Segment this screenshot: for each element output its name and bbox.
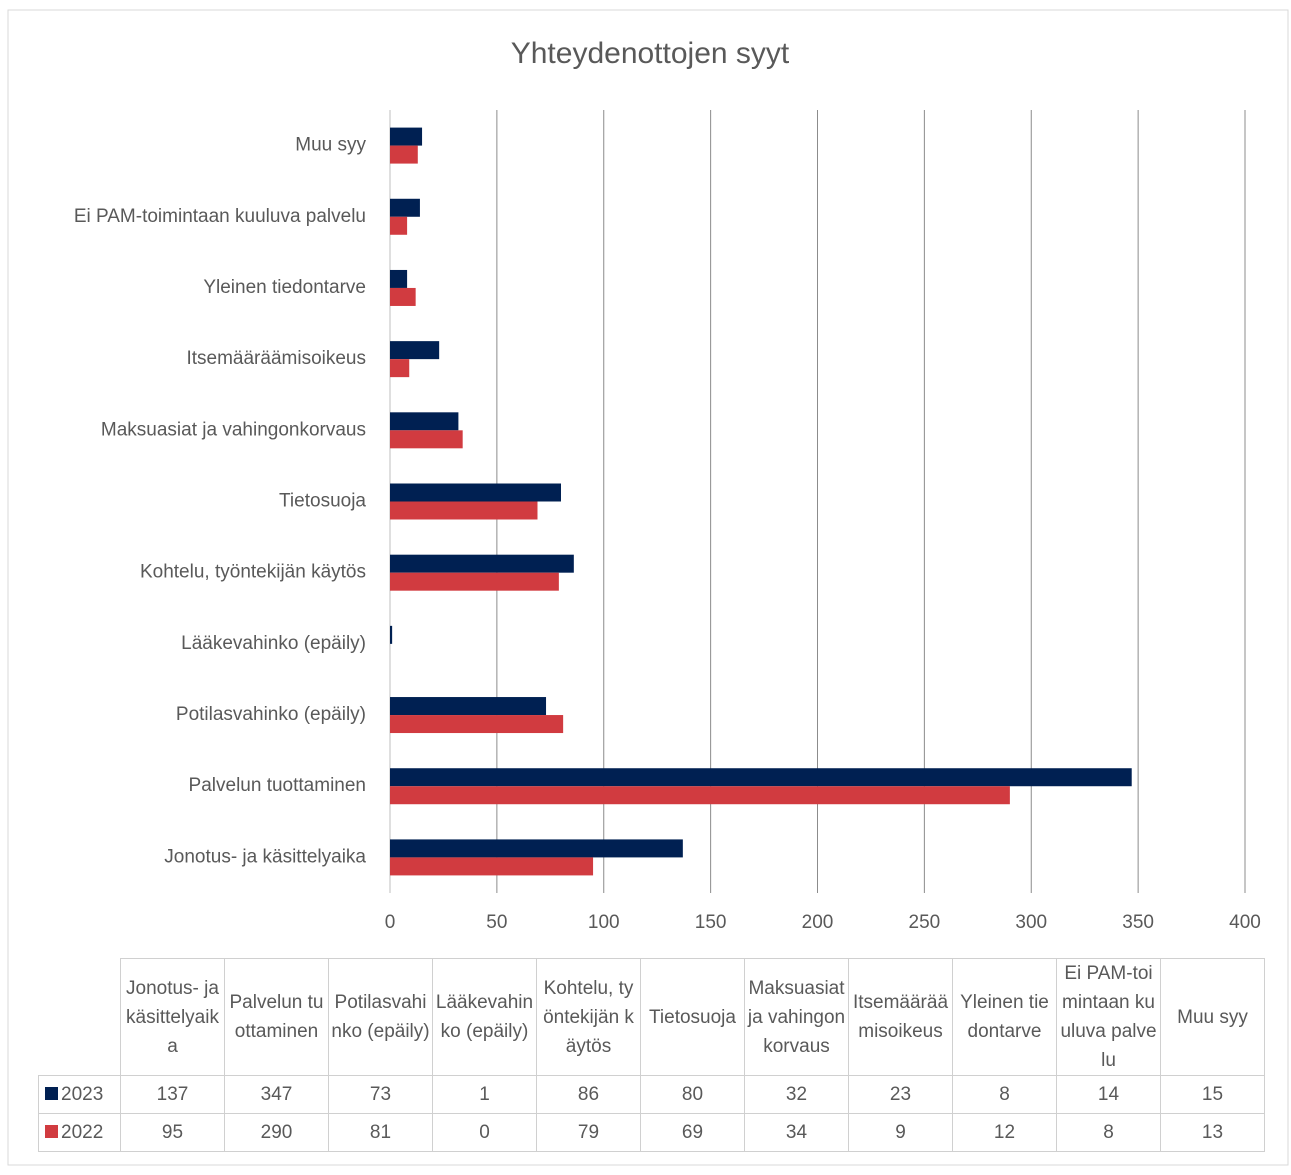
y-tick-label: Jonotus- ja käsittelyaika xyxy=(164,846,366,867)
x-tick-label: 50 xyxy=(486,912,507,933)
bar xyxy=(390,501,538,520)
table-value: 23 xyxy=(848,1075,953,1114)
bar xyxy=(390,269,408,288)
bar xyxy=(390,359,410,378)
y-tick-label: Palvelun tuottaminen xyxy=(189,775,366,796)
y-tick-label: Muu syy xyxy=(295,135,366,156)
legend-label: 2023 xyxy=(61,1084,104,1105)
table-value: 9 xyxy=(848,1113,953,1152)
y-tick-label: Maksuasiat ja vahingonkorvaus xyxy=(101,419,366,440)
table-value: 73 xyxy=(328,1075,433,1114)
table-value: 81 xyxy=(328,1113,433,1152)
table-value: 86 xyxy=(536,1075,641,1114)
y-tick-label: Kohtelu, työntekijän käytös xyxy=(140,562,366,583)
x-tick-label: 100 xyxy=(588,912,620,933)
table-value: 347 xyxy=(224,1075,329,1114)
table-header: Itsemääräämisoikeus xyxy=(848,958,953,1076)
x-tick-label: 250 xyxy=(909,912,941,933)
table-row: 2022 95 290 81 0 79 69 34 9 12 8 13 xyxy=(38,1113,1265,1152)
table-value: 95 xyxy=(120,1113,225,1152)
bar xyxy=(390,430,463,449)
legend-label: 2022 xyxy=(61,1122,104,1143)
table-value: 12 xyxy=(952,1113,1057,1152)
table-value: 8 xyxy=(1056,1113,1161,1152)
x-tick-label: 350 xyxy=(1122,912,1154,933)
y-tick-label: Yleinen tiedontarve xyxy=(203,277,366,298)
table-value: 80 xyxy=(640,1075,745,1114)
table-value: 0 xyxy=(432,1113,537,1152)
bar xyxy=(390,554,574,573)
x-tick-label: 150 xyxy=(695,912,727,933)
y-tick-label: Itsemääräämisoikeus xyxy=(186,348,366,369)
table-header: Palvelun tuottaminen xyxy=(224,958,329,1076)
table-value: 137 xyxy=(120,1075,225,1114)
bar xyxy=(390,786,1010,805)
bar xyxy=(390,857,594,876)
table-corner xyxy=(38,958,121,1076)
bar xyxy=(390,839,683,858)
table-header: Maksuasiat ja vahingonkorvaus xyxy=(744,958,849,1076)
chart-border xyxy=(7,9,1289,1166)
table-value: 32 xyxy=(744,1075,849,1114)
table-header: Potilasvahinko (epäily) xyxy=(328,958,433,1076)
y-tick-label: Lääkevahinko (epäily) xyxy=(181,633,366,654)
bar xyxy=(390,412,459,431)
bar xyxy=(390,625,393,644)
table-header: Muu syy xyxy=(1160,958,1265,1076)
x-tick-label: 0 xyxy=(385,912,396,933)
x-tick-label: 300 xyxy=(1015,912,1047,933)
table-value: 290 xyxy=(224,1113,329,1152)
table-value: 15 xyxy=(1160,1075,1265,1114)
bar xyxy=(390,198,420,217)
bar xyxy=(390,768,1132,787)
legend-key xyxy=(45,1125,58,1138)
table-header-row: Jonotus- ja käsittelyaika Palvelun tuotta… xyxy=(38,958,1265,1076)
table-value: 79 xyxy=(536,1113,641,1152)
table-row: 2023 137 347 73 1 86 80 32 23 8 14 15 xyxy=(38,1075,1265,1114)
bar xyxy=(390,216,408,235)
bar xyxy=(390,287,416,306)
table-header: Yleinen tiedontarve xyxy=(952,958,1057,1076)
bar xyxy=(390,341,440,360)
bar xyxy=(390,715,564,734)
table-value: 1 xyxy=(432,1075,537,1114)
bar xyxy=(390,145,418,164)
y-tick-label: Tietosuoja xyxy=(279,491,366,512)
table-header: Lääkevahinko (epäily) xyxy=(432,958,537,1076)
table-value: 34 xyxy=(744,1113,849,1152)
y-tick-label: Potilasvahinko (epäily) xyxy=(176,704,366,725)
legend-entry: 2023 xyxy=(38,1075,121,1114)
table-header: Tietosuoja xyxy=(640,958,745,1076)
table-header: Ei PAM-toimintaan kuuluva palvelu xyxy=(1056,958,1161,1076)
bar xyxy=(390,483,561,502)
legend-key xyxy=(45,1087,58,1100)
x-tick-label: 400 xyxy=(1229,912,1261,933)
table-value: 14 xyxy=(1056,1075,1161,1114)
x-tick-label: 200 xyxy=(802,912,834,933)
table-value: 8 xyxy=(952,1075,1057,1114)
table-value: 69 xyxy=(640,1113,745,1152)
bar xyxy=(390,697,547,716)
data-table: Jonotus- ja käsittelyaika Palvelun tuotta… xyxy=(38,958,1265,1152)
table-header: Jonotus- ja käsittelyaika xyxy=(120,958,225,1076)
chart-title: Yhteydenottojen syyt xyxy=(511,37,790,70)
table-value: 13 xyxy=(1160,1113,1265,1152)
bar xyxy=(390,572,559,591)
legend-entry: 2022 xyxy=(38,1113,121,1152)
bar xyxy=(390,127,423,146)
table-header: Kohtelu, työntekijän käytös xyxy=(536,958,641,1076)
y-tick-label: Ei PAM-toimintaan kuuluva palvelu xyxy=(74,206,366,227)
